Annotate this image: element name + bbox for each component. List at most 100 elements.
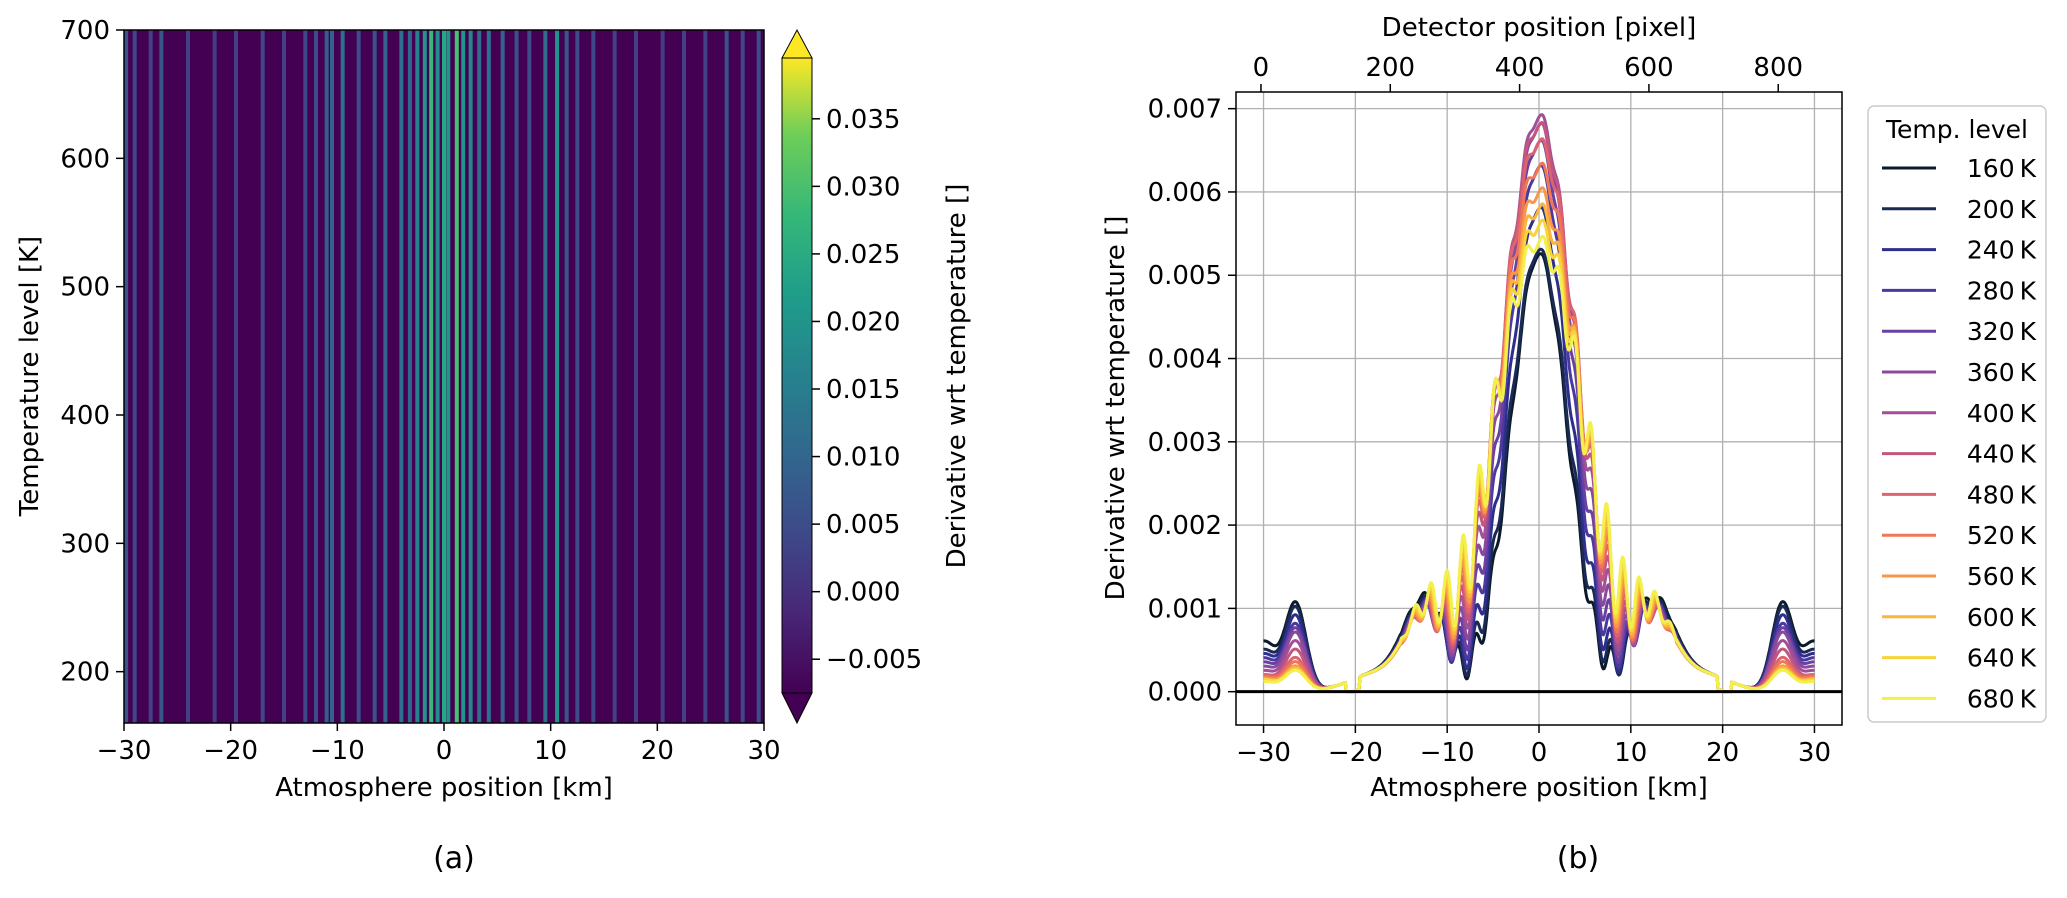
legend-label-240k: 240 K bbox=[1967, 236, 2037, 265]
line-top-x-tick-label: 600 bbox=[1624, 53, 1674, 83]
line-x-axis-label: Atmosphere position [km] bbox=[1370, 773, 1708, 803]
legend-label-320k: 320 K bbox=[1967, 317, 2037, 346]
heatmap-stripe bbox=[564, 30, 569, 723]
line-y-tick-label: 0.005 bbox=[1148, 261, 1222, 291]
legend-label-280k: 280 K bbox=[1967, 276, 2037, 305]
line-y-ticks: 0.000 0.001 0.002 0.003 0.004 0.005 0.006 0.007 bbox=[1148, 95, 1236, 708]
panel-b-linechart: −30 −20 −10 0 10 20 30 0.0000.0010.0020.0030.0… bbox=[1101, 13, 2047, 876]
heatmap-stripe bbox=[186, 30, 190, 723]
heatmap-y-tick-label: 400 bbox=[60, 401, 110, 431]
line-x-tick-label: −30 bbox=[1236, 738, 1291, 768]
colorbar-frame bbox=[781, 57, 813, 694]
line-y-tick-label: 0.001 bbox=[1148, 594, 1222, 624]
heatmap-stripe bbox=[407, 30, 412, 723]
panel-b-caption: (b) bbox=[1557, 841, 1599, 876]
heatmap-stripe bbox=[422, 30, 427, 723]
colorbar-tick-label: 0.030 bbox=[826, 172, 900, 202]
heatmap-stripe bbox=[454, 30, 459, 723]
heatmap-y-tick-label: 600 bbox=[60, 144, 110, 174]
heatmap-y-tick-label: 500 bbox=[60, 273, 110, 303]
heatmap-stripe bbox=[514, 30, 519, 723]
line-grid bbox=[1236, 92, 1842, 725]
legend-label-680k: 680 K bbox=[1967, 684, 2037, 713]
heatmap-x-tick-label: −20 bbox=[203, 736, 258, 766]
heatmap-stripe bbox=[468, 30, 473, 723]
line-top-x-tick-label: 400 bbox=[1495, 53, 1545, 83]
panel-a-caption: (a) bbox=[433, 841, 475, 876]
heatmap-stripe bbox=[756, 30, 761, 723]
heatmap-stripe bbox=[634, 30, 638, 723]
colorbar-min-extend bbox=[781, 692, 813, 725]
heatmap-stripe bbox=[442, 30, 446, 723]
colorbar-tick-label: −0.005 bbox=[826, 645, 922, 675]
legend-label-520k: 520 K bbox=[1967, 521, 2037, 550]
heatmap-stripe bbox=[383, 30, 388, 723]
legend-box bbox=[1867, 105, 2047, 723]
colorbar-tick-label: 0.025 bbox=[826, 240, 900, 270]
heatmap-stripe bbox=[575, 30, 580, 723]
line-x-tick-label: 20 bbox=[1706, 738, 1739, 768]
heatmap-stripe bbox=[682, 30, 686, 723]
panel-a-heatmap: −30 −20 −10 0 10 20 30 200 300 400 500 600 700 Atmo… bbox=[15, 16, 972, 876]
colorbar-tick-label: 0.000 bbox=[826, 578, 900, 608]
heatmap-stripe bbox=[500, 30, 505, 723]
line-x-tick-label: −20 bbox=[1328, 738, 1383, 768]
heatmap-stripe bbox=[461, 30, 466, 723]
heatmap-stripe bbox=[124, 30, 129, 723]
heatmap-stripe bbox=[612, 30, 617, 723]
colorbar-label: Derivative wrt temperature [] bbox=[942, 184, 972, 569]
heatmap-stripe bbox=[527, 30, 532, 723]
heatmap-stripe bbox=[330, 30, 334, 723]
heatmap-x-tick-label: 0 bbox=[436, 736, 453, 766]
heatmap-stripe bbox=[303, 30, 308, 723]
heatmap-stripe bbox=[132, 30, 137, 723]
colorbar-tick-label: 0.005 bbox=[826, 510, 900, 540]
line-top-x-tick-label: 0 bbox=[1253, 53, 1270, 83]
heatmap-stripe bbox=[543, 30, 548, 723]
legend-label-600k: 600 K bbox=[1967, 603, 2037, 632]
heatmap-stripe bbox=[446, 30, 451, 723]
heatmap-stripe bbox=[159, 30, 164, 723]
colorbar-tick-label: 0.015 bbox=[826, 375, 900, 405]
line-x-tick-label: 30 bbox=[1798, 738, 1831, 768]
heatmap-stripe bbox=[212, 30, 217, 723]
heatmap-stripe bbox=[724, 30, 729, 723]
heatmap-stripe bbox=[703, 30, 708, 723]
legend-label-360k: 360 K bbox=[1967, 358, 2037, 387]
legend-label-440k: 440 K bbox=[1967, 440, 2037, 469]
legend-label-160k: 160 K bbox=[1967, 154, 2037, 183]
line-y-tick-label: 0.007 bbox=[1148, 95, 1222, 125]
heatmap-y-tick-label: 300 bbox=[60, 529, 110, 559]
heatmap-y-ticks: 200 300 400 500 600 700 bbox=[60, 16, 124, 688]
line-x-ticks: −30 −20 −10 0 10 20 30 bbox=[1236, 725, 1831, 768]
heatmap-x-tick-label: 10 bbox=[534, 736, 567, 766]
colorbar-ticks: −0.005 0.000 0.005 0.010 0.015 0.020 0.025 0.03… bbox=[812, 105, 922, 675]
colorbar-max-extend bbox=[781, 28, 813, 59]
line-y-axis-label: Derivative wrt temperature [] bbox=[1101, 216, 1131, 601]
line-y-tick-label: 0.003 bbox=[1148, 428, 1222, 458]
heatmap-stripe bbox=[324, 30, 329, 723]
line-x-tick-label: −10 bbox=[1420, 738, 1475, 768]
heatmap-stripe bbox=[372, 30, 377, 723]
legend-label-400k: 400 K bbox=[1967, 399, 2037, 428]
legend-label-640k: 640 K bbox=[1967, 644, 2037, 673]
heatmap-stripe bbox=[415, 30, 420, 723]
heatmap-stripe bbox=[591, 30, 596, 723]
heatmap-stripe bbox=[282, 30, 286, 723]
heatmap-x-tick-label: −10 bbox=[310, 736, 365, 766]
heatmap-y-tick-label: 200 bbox=[60, 658, 110, 688]
heatmap-stripe bbox=[148, 30, 153, 723]
heatmap-stripe bbox=[356, 30, 361, 723]
heatmap-stripe bbox=[660, 30, 665, 723]
legend-title: Temp. level bbox=[1885, 115, 2028, 144]
colorbar-tick-label: 0.010 bbox=[826, 443, 900, 473]
line-y-tick-label: 0.004 bbox=[1148, 345, 1222, 375]
heatmap-x-tick-label: −30 bbox=[97, 736, 152, 766]
line-top-x-axis-label: Detector position [pixel] bbox=[1382, 13, 1697, 43]
heatmap-y-axis-label: Temperature level [K] bbox=[15, 236, 45, 517]
colorbar-tick-label: 0.035 bbox=[826, 105, 900, 135]
heatmap-stripes bbox=[124, 30, 761, 723]
heatmap-stripe bbox=[555, 30, 560, 723]
heatmap-stripe bbox=[477, 30, 482, 723]
